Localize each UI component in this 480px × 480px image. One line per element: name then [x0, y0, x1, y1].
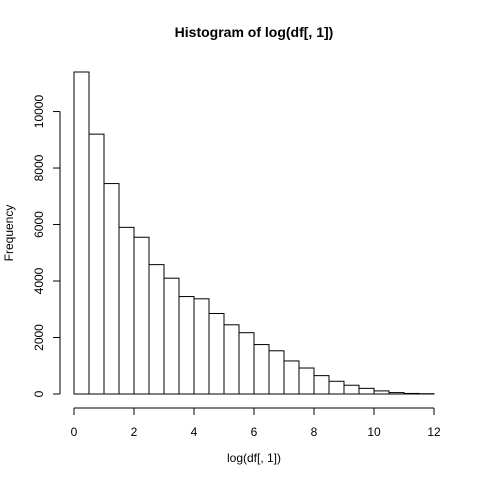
histogram-bar: [133, 236, 150, 395]
histogram-bar: [178, 296, 195, 395]
histogram-bar: [403, 392, 420, 395]
histogram-bar: [313, 375, 330, 395]
histogram-bar: [388, 392, 405, 395]
x-axis: 0 2 4 6 8 10 12: [71, 407, 441, 439]
y-tick-label: 10000: [32, 95, 46, 129]
y-tick-label: 0: [32, 390, 46, 397]
x-tick-label: 8: [311, 425, 318, 439]
histogram-bar: [298, 367, 315, 395]
histogram-bar: [208, 313, 225, 395]
histogram-bar: [328, 380, 345, 395]
histogram-bar: [163, 277, 180, 395]
bars-group: [73, 71, 435, 395]
histogram-bar: [88, 133, 105, 395]
x-tick-label: 6: [251, 425, 258, 439]
y-axis-label: Frequency: [2, 205, 16, 262]
histogram-bar: [283, 360, 300, 395]
y-tick-label: 4000: [32, 267, 46, 294]
histogram-bar: [118, 226, 135, 395]
histogram-bar: [358, 387, 375, 395]
x-tick-label: 10: [367, 425, 381, 439]
histogram-bar: [253, 344, 270, 395]
histogram-bar: [343, 384, 360, 395]
x-tick-label: 0: [71, 425, 78, 439]
histogram-bar: [223, 324, 240, 395]
histogram-bar: [373, 390, 390, 395]
histogram-bar: [238, 332, 255, 395]
histogram-bar: [268, 350, 285, 395]
y-tick-label: 2000: [32, 324, 46, 351]
chart-title: Histogram of log(df[, 1]): [175, 24, 334, 40]
x-tick-label: 2: [131, 425, 138, 439]
y-tick-label: 8000: [32, 154, 46, 181]
y-axis: 0 2000 4000 6000 8000 10000: [32, 95, 61, 397]
histogram-bar: [103, 183, 120, 395]
histogram-bar: [193, 298, 210, 395]
histogram-bar: [148, 264, 165, 395]
histogram-bar: [73, 71, 90, 395]
x-tick-label: 4: [191, 425, 198, 439]
x-tick-label: 12: [427, 425, 441, 439]
y-tick-label: 6000: [32, 211, 46, 238]
x-axis-label: log(df[, 1]): [227, 451, 281, 465]
